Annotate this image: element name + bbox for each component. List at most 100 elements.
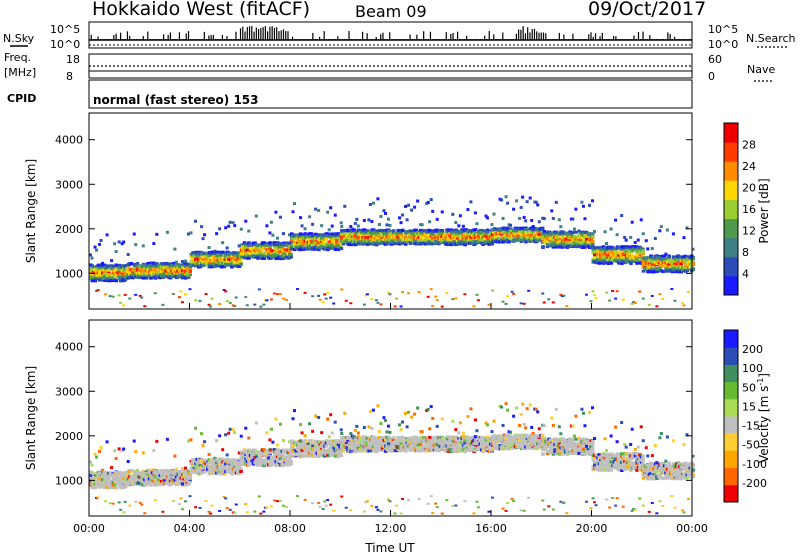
power-point [350, 227, 354, 231]
power-point [473, 228, 478, 232]
power-point [98, 270, 102, 274]
power-point [504, 235, 509, 239]
velocity-point [110, 485, 114, 489]
power-point [347, 236, 352, 240]
power-point [417, 291, 421, 294]
power-point [475, 293, 479, 296]
power-point [123, 264, 128, 268]
power-point [99, 273, 104, 277]
power-point [454, 230, 458, 234]
power-point [621, 298, 625, 301]
velocity-point [104, 500, 108, 503]
power-point [123, 293, 127, 296]
power-point [247, 229, 251, 233]
power-point [201, 237, 205, 241]
power-point [635, 261, 639, 265]
power-point [274, 245, 278, 249]
power-point [665, 269, 670, 273]
power-point [385, 232, 389, 236]
power-point [469, 200, 473, 204]
power-point [449, 228, 454, 232]
power-point [177, 296, 181, 299]
power-point [140, 296, 144, 299]
power-point [445, 233, 449, 237]
velocity-point [102, 475, 107, 479]
power-point [250, 243, 254, 247]
power-point [590, 199, 594, 203]
power-point [671, 255, 676, 259]
power-point [614, 256, 618, 260]
power-point [392, 229, 396, 233]
colorbar-tick-label: 24 [742, 160, 756, 173]
power-point [370, 239, 374, 243]
power-point [104, 270, 108, 274]
power-point [461, 241, 466, 245]
power-point [541, 292, 545, 295]
power-point [580, 200, 584, 204]
power-point [597, 246, 602, 250]
power-point [128, 297, 132, 300]
colorbar-segment [724, 142, 738, 162]
power-point [114, 279, 119, 283]
velocity-point [156, 478, 161, 482]
power-point [207, 246, 211, 250]
freq-unit-label: [MHz] [4, 66, 36, 79]
power-point [362, 218, 366, 222]
power-point [568, 238, 572, 242]
velocity-point [102, 479, 107, 483]
power-point [611, 246, 615, 250]
power-point [170, 266, 174, 270]
power-point [265, 224, 269, 228]
power-point [608, 260, 612, 264]
power-point [96, 289, 100, 292]
power-point [352, 228, 356, 232]
power-point [377, 223, 381, 227]
power-point [105, 233, 109, 237]
power-point [349, 302, 353, 305]
power-point [662, 269, 667, 273]
power-point [141, 244, 145, 248]
velocity-point [99, 445, 103, 449]
power-point [271, 233, 275, 237]
power-point [554, 200, 558, 204]
power-point [134, 293, 138, 296]
power-point [431, 305, 435, 308]
velocity-point [98, 449, 102, 453]
power-point [605, 249, 609, 253]
power-point [210, 297, 214, 300]
power-point [299, 232, 303, 236]
power-point [512, 292, 516, 295]
power-point [530, 218, 534, 222]
power-point [488, 232, 493, 236]
beam-label: Beam 09 [355, 2, 427, 21]
power-point [600, 252, 605, 256]
power-point [239, 260, 243, 264]
power-point [233, 305, 237, 308]
power-point [440, 210, 444, 214]
power-point [590, 232, 595, 236]
velocity-point [161, 469, 165, 473]
velocity-point [174, 467, 178, 471]
power-point [386, 235, 391, 239]
power-point [362, 228, 367, 232]
velocity-point [149, 483, 153, 487]
power-point [662, 255, 667, 259]
power-point [326, 291, 330, 294]
velocity-point [173, 454, 177, 458]
power-point [491, 289, 494, 292]
velocity-point [143, 512, 147, 515]
velocity-point [114, 470, 119, 474]
power-point [429, 288, 433, 291]
power-point [652, 266, 656, 270]
power-point [554, 230, 559, 234]
power-point [233, 251, 237, 255]
power-point [417, 238, 422, 242]
power-point [655, 254, 659, 258]
velocity-point [126, 460, 130, 464]
velocity-point [101, 468, 105, 472]
power-point [165, 230, 169, 234]
power-point [336, 232, 341, 236]
power-point [599, 250, 603, 254]
power-point [621, 245, 626, 249]
power-point [361, 233, 365, 237]
